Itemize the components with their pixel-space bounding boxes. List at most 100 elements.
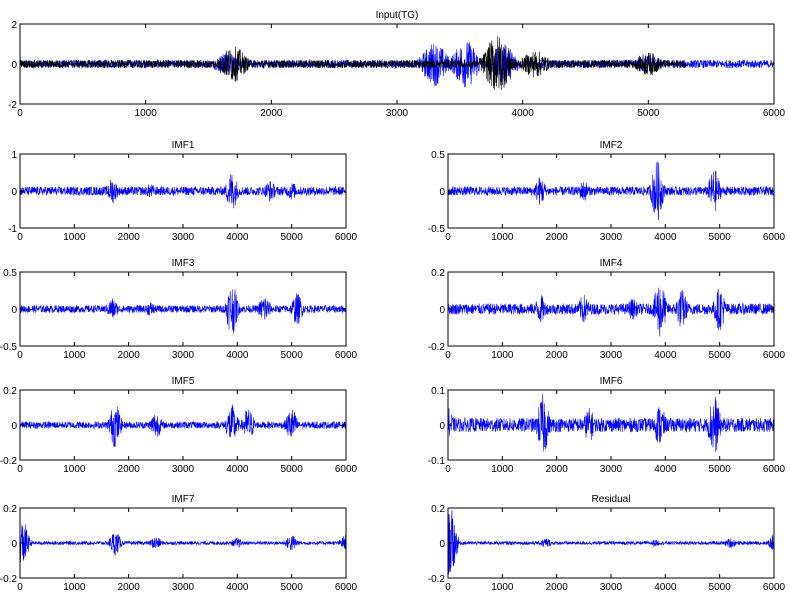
y-tick-label: 0.2 — [3, 386, 17, 397]
x-tick-label: 3000 — [600, 232, 623, 243]
panel-8: 0 1000 2000 3000 4000 5000 6000-0.200.2Residua… — [428, 494, 786, 593]
x-tick-label: 3000 — [600, 464, 623, 475]
x-tick-label: 4000 — [654, 582, 677, 593]
y-tick-label: 0.2 — [431, 268, 445, 279]
y-tick-label: 0.2 — [431, 504, 445, 515]
x-tick-label: 5000 — [709, 232, 732, 243]
y-tick-label: 0 — [439, 187, 445, 198]
panel-title: IMF4 — [600, 258, 623, 269]
x-tick-label: 6000 — [335, 582, 358, 593]
x-tick-label: 1000 — [135, 108, 158, 119]
y-tick-label: -0.5 — [428, 224, 446, 235]
y-tick-label: 0.1 — [431, 386, 445, 397]
x-tick-label: 0 — [17, 582, 23, 593]
panel-title: IMF6 — [600, 376, 623, 387]
x-tick-label: 2000 — [546, 350, 569, 361]
panel-title: IMF3 — [172, 258, 195, 269]
x-tick-label: 4000 — [654, 464, 677, 475]
y-tick-label: -0.2 — [428, 342, 446, 353]
x-tick-label: 0 — [17, 108, 23, 119]
x-tick-label: 1000 — [63, 350, 86, 361]
y-tick-label: -0.2 — [0, 574, 17, 585]
x-tick-label: 6000 — [335, 350, 358, 361]
x-tick-label: 4000 — [654, 232, 677, 243]
x-tick-label: 3000 — [172, 582, 195, 593]
x-tick-label: 5000 — [281, 464, 304, 475]
x-tick-label: 3000 — [600, 350, 623, 361]
x-tick-label: 4000 — [226, 232, 249, 243]
x-tick-label: 0 — [17, 232, 23, 243]
x-tick-label: 6000 — [335, 464, 358, 475]
x-tick-label: 1000 — [63, 232, 86, 243]
series-line-6-0 — [448, 393, 774, 452]
x-tick-label: 4000 — [226, 582, 249, 593]
y-tick-label: -1 — [8, 224, 17, 235]
x-tick-label: 3000 — [172, 232, 195, 243]
series-line-1-0 — [20, 174, 346, 209]
y-tick-label: 0.5 — [3, 268, 17, 279]
x-tick-label: 5000 — [709, 350, 732, 361]
y-tick-label: -0.5 — [0, 342, 17, 353]
y-tick-label: 2 — [11, 20, 17, 31]
y-tick-label: 0 — [11, 187, 17, 198]
y-tick-label: 0 — [439, 305, 445, 316]
y-tick-label: 0 — [11, 60, 17, 71]
panel-title: IMF5 — [172, 376, 195, 387]
x-tick-label: 1000 — [63, 582, 86, 593]
series-line-7-0 — [20, 524, 346, 563]
y-tick-label: 0 — [439, 421, 445, 432]
y-tick-label: 0 — [11, 305, 17, 316]
x-tick-label: 3000 — [172, 464, 195, 475]
x-tick-label: 6000 — [763, 232, 786, 243]
x-tick-label: 2000 — [546, 464, 569, 475]
y-tick-label: -0.2 — [428, 574, 446, 585]
x-tick-label: 2000 — [118, 464, 141, 475]
x-tick-label: 5000 — [709, 582, 732, 593]
series-line-5-0 — [20, 404, 346, 448]
series-line-3-0 — [20, 289, 346, 334]
x-tick-label: 5000 — [281, 232, 304, 243]
x-tick-label: 1000 — [63, 464, 86, 475]
x-tick-label: 2000 — [118, 582, 141, 593]
x-tick-label: 5000 — [637, 108, 660, 119]
x-tick-label: 3000 — [172, 350, 195, 361]
y-tick-label: 0 — [439, 539, 445, 550]
y-tick-label: -0.1 — [428, 456, 446, 467]
x-tick-label: 3000 — [600, 582, 623, 593]
x-tick-label: 0 — [445, 232, 451, 243]
panel-title: Residual — [592, 494, 631, 505]
x-tick-label: 4000 — [512, 108, 535, 119]
x-tick-label: 1000 — [491, 350, 514, 361]
x-tick-label: 6000 — [335, 232, 358, 243]
panel-title: IMF7 — [172, 494, 195, 505]
y-tick-label: 0.5 — [431, 150, 445, 161]
x-tick-label: 1000 — [491, 582, 514, 593]
x-tick-label: 1000 — [491, 232, 514, 243]
x-tick-label: 0 — [445, 350, 451, 361]
x-tick-label: 2000 — [260, 108, 283, 119]
panel-title: IMF2 — [600, 140, 623, 151]
y-tick-label: 0.2 — [3, 504, 17, 515]
series-line-2-0 — [448, 161, 774, 221]
y-tick-label: -2 — [8, 100, 17, 111]
y-tick-label: 1 — [11, 150, 17, 161]
x-tick-label: 4000 — [226, 350, 249, 361]
x-tick-label: 0 — [17, 350, 23, 361]
panel-title: Input(TG) — [376, 10, 419, 21]
x-tick-label: 1000 — [491, 464, 514, 475]
x-tick-label: 5000 — [281, 350, 304, 361]
x-tick-label: 2000 — [546, 232, 569, 243]
series-line-8-0 — [448, 509, 774, 574]
x-tick-label: 6000 — [763, 464, 786, 475]
y-tick-label: 0 — [11, 539, 17, 550]
y-tick-label: 0 — [11, 421, 17, 432]
